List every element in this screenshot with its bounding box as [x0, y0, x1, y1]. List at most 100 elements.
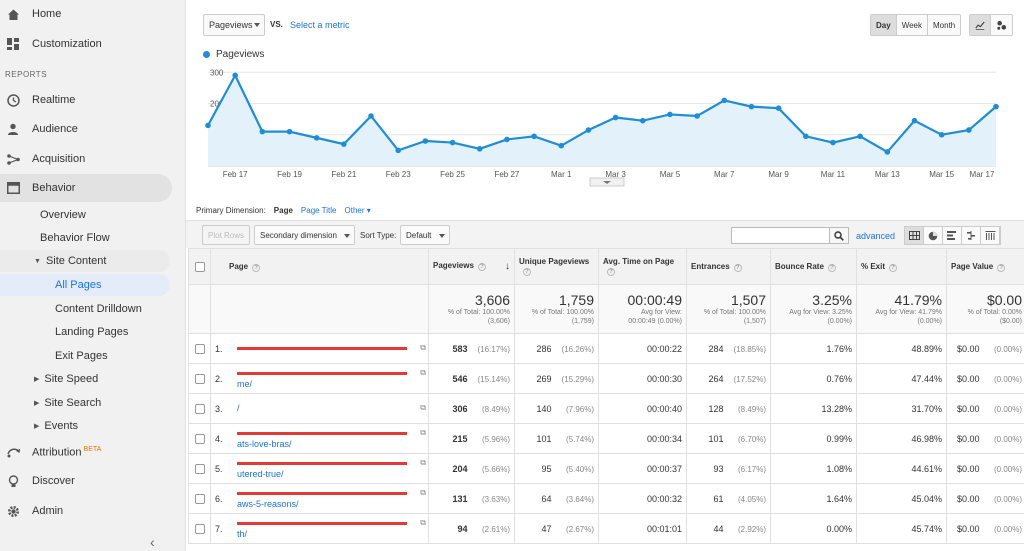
dimension-other[interactable]: Other ▾	[344, 206, 371, 215]
table-row[interactable]: 3. / ⧉ 306 (8.49%) 140 (7.96%) 00:00:40 128 (8…	[188, 393, 1024, 424]
total-cell: 1,507% of Total: 100.00% (1,507)	[686, 284, 771, 334]
pivot-view-button[interactable]	[981, 227, 1000, 244]
pie-view-button[interactable]	[924, 227, 943, 244]
comparison-view-button[interactable]	[962, 227, 981, 244]
col-header-page-value[interactable]: Page Value?	[946, 248, 1024, 285]
row-checkbox[interactable]	[194, 373, 205, 384]
pageviews-cell: 215 (5.96%)	[428, 423, 515, 454]
collapse-sidebar-icon[interactable]: ‹	[150, 534, 155, 550]
sidebar-item-discover[interactable]: Discover	[0, 467, 172, 495]
bounce-rate-cell: 1.76%	[770, 333, 857, 364]
col-header-bounce-rate[interactable]: Bounce Rate?	[770, 248, 857, 285]
entrances-cell: 264 (17.52%)	[686, 363, 771, 394]
entrances-cell: 93 (6.17%)	[686, 453, 771, 484]
sidebar-item-attribution[interactable]: Attribution BETA	[0, 438, 172, 466]
search-button[interactable]	[829, 227, 849, 244]
row-checkbox[interactable]	[194, 433, 205, 444]
col-header-exit[interactable]: % Exit?	[856, 248, 947, 285]
sidebar-item-content-drilldown[interactable]: Content Drilldown	[55, 303, 142, 315]
total-cell: 41.79% Avg for View: 41.79% (0.00%)	[856, 284, 947, 334]
sidebar-item-home[interactable]: Home	[0, 0, 172, 28]
col-header-entrances[interactable]: Entrances?	[686, 248, 771, 285]
table-row[interactable]: 2. me/ ⧉ 546 (15.14%) 269 (15.29%) 00:00:30 26…	[188, 363, 1024, 394]
open-external-icon[interactable]: ⧉	[420, 487, 426, 497]
open-external-icon[interactable]: ⧉	[420, 457, 426, 467]
bounce-rate-cell: 0.00%	[770, 513, 857, 544]
month-button[interactable]: Month	[928, 15, 961, 35]
sidebar-item-acquisition[interactable]: Acquisition	[0, 145, 172, 173]
sidebar-item-events[interactable]: ▶ Events	[34, 420, 79, 432]
col-header-page[interactable]: Page?	[210, 248, 429, 285]
exit-cell: 44.61%	[856, 453, 947, 484]
line-chart-button[interactable]	[970, 15, 991, 35]
row-index: 3.	[215, 403, 223, 414]
page-path-link[interactable]: utered-true/	[237, 458, 407, 480]
page-path-link[interactable]: aws-5-reasons/	[237, 488, 407, 510]
week-button[interactable]: Week	[896, 15, 928, 35]
sidebar-item-landing-pages[interactable]: Landing Pages	[55, 326, 129, 338]
sidebar-item-overview[interactable]: Overview	[40, 209, 86, 221]
sidebar-item-site-search[interactable]: ▶ Site Search	[34, 397, 102, 409]
page-path-link[interactable]: /	[237, 403, 240, 413]
page-cell: 2. me/ ⧉	[210, 363, 429, 394]
open-external-icon[interactable]: ⧉	[420, 517, 426, 527]
table-row[interactable]: 5. utered-true/ ⧉ 204 (5.66%) 95 (5.40%) 00:0…	[188, 453, 1024, 484]
bars-icon	[947, 231, 956, 240]
home-icon	[6, 7, 20, 21]
entrances-cell: 284 (18.85%)	[686, 333, 771, 364]
row-checkbox[interactable]	[194, 343, 205, 354]
open-external-icon[interactable]: ⧉	[420, 427, 426, 437]
row-index: 5.	[215, 463, 223, 474]
avg-time-cell: 00:00:37	[598, 453, 687, 484]
page-path-link[interactable]	[237, 343, 407, 354]
data-point	[259, 128, 266, 135]
day-button[interactable]: Day	[871, 15, 897, 35]
open-external-icon[interactable]: ⧉	[420, 403, 426, 412]
row-checkbox[interactable]	[194, 463, 205, 474]
advanced-filter-link[interactable]: advanced	[856, 231, 896, 241]
data-point	[341, 141, 347, 147]
page-path-link[interactable]: me/	[237, 368, 407, 390]
sidebar-item-audience[interactable]: Audience	[0, 115, 172, 143]
sidebar-item-exit-pages[interactable]: Exit Pages	[55, 350, 108, 362]
row-checkbox[interactable]	[194, 493, 205, 504]
x-tick-label: Feb 27	[494, 170, 519, 179]
sidebar-item-site-content[interactable]: ▼ Site Content	[0, 250, 170, 272]
col-header-unique-pageviews[interactable]: Unique Pageviews?	[514, 248, 599, 285]
redaction-mark	[237, 371, 407, 375]
open-external-icon[interactable]: ⧉	[420, 343, 426, 352]
sidebar-item-behavior[interactable]: Behavior	[0, 174, 172, 202]
page-path-link[interactable]: th/	[237, 518, 407, 540]
bar-view-button[interactable]	[943, 227, 962, 244]
row-checkbox[interactable]	[194, 523, 205, 534]
sidebar-item-admin[interactable]: Admin	[0, 497, 172, 525]
table-view-button[interactable]	[905, 227, 924, 244]
metric-select[interactable]: Pageviews	[203, 14, 265, 36]
open-external-icon[interactable]: ⧉	[420, 367, 426, 377]
table-row[interactable]: 4. ats-love-bras/⧉ 215 (5.96%) 101 (5.74%) 0…	[188, 423, 1024, 454]
sidebar-item-all-pages[interactable]: All Pages	[0, 274, 170, 296]
table-row[interactable]: 6. aws-5-reasons/ ⧉ 131 (3.63%) 64 (3.64%) 00…	[188, 483, 1024, 514]
sidebar-item-site-speed[interactable]: ▶ Site Speed	[34, 373, 99, 385]
entrances-cell: 44 (2.92%)	[686, 513, 771, 544]
dimension-page-title[interactable]: Page Title	[300, 206, 337, 215]
sidebar-item-customization[interactable]: Customization	[0, 30, 172, 58]
select-metric-link[interactable]: Select a metric	[290, 20, 350, 30]
dimension-page[interactable]: Page	[273, 206, 293, 215]
motion-chart-button[interactable]	[991, 15, 1012, 35]
sidebar-item-behavior-flow[interactable]: Behavior Flow	[40, 232, 110, 244]
sort-type-select[interactable]: Default	[400, 225, 450, 245]
col-header-pageviews[interactable]: Pageviews? ↓	[428, 248, 515, 285]
x-tick-label: Feb 25	[440, 170, 465, 179]
select-all-checkbox[interactable]	[194, 261, 205, 272]
unique-pageviews-cell: 64 (3.64%)	[514, 483, 599, 514]
table-row[interactable]: 1. ⧉ 583 (16.17%) 286 (16.26%) 00:00:22 284 (…	[188, 333, 1024, 364]
page-path-link[interactable]: ats-love-bras/	[237, 428, 407, 450]
pageviews-cell: 131 (3.63%)	[428, 483, 515, 514]
sidebar-item-realtime[interactable]: Realtime	[0, 86, 172, 114]
plot-rows-button[interactable]: Plot Rows	[202, 225, 251, 245]
secondary-dimension-select[interactable]: Secondary dimension	[254, 225, 355, 245]
row-checkbox[interactable]	[194, 403, 205, 414]
table-row[interactable]: 7. th/ ⧉ 94 (2.61%) 47 (2.67%) 00:01:01 44 (2.…	[188, 513, 1024, 544]
col-header-avg-time[interactable]: Avg. Time on Page?	[598, 248, 687, 285]
